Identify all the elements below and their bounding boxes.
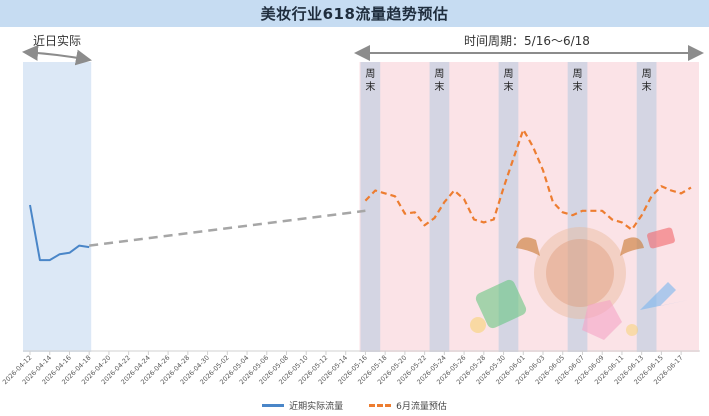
weekend-label: 周 bbox=[573, 68, 583, 80]
weekend-label: 末 bbox=[365, 80, 375, 93]
legend-label-forecast: 6月流量预估 bbox=[396, 401, 447, 412]
series-layer bbox=[29, 128, 692, 262]
weekend-band bbox=[429, 62, 450, 352]
legend-item-forecast: 6月流量预估 bbox=[369, 399, 447, 412]
actual-series-line bbox=[29, 204, 90, 262]
weekend-label: 周 bbox=[503, 68, 513, 80]
annotations-layer: 近日实际 时间周期：5/16～6/18 bbox=[22, 33, 704, 66]
weekend-label: 周 bbox=[642, 68, 652, 80]
weekend-label: 末 bbox=[642, 80, 652, 93]
weekend-band bbox=[498, 62, 519, 352]
weekend-label: 末 bbox=[503, 80, 513, 93]
weekend-label: 周 bbox=[365, 68, 375, 80]
weekend-label: 末 bbox=[573, 80, 583, 93]
period-label: 时间周期：5/16～6/18 bbox=[464, 34, 590, 48]
legend-swatch-forecast bbox=[369, 403, 392, 407]
legend-label-actual: 近期实际流量 bbox=[289, 401, 344, 412]
x-axis: 2026-04-122026-04-142026-04-162026-04-18… bbox=[1, 350, 700, 386]
page-title: 美妆行业618流量趋势预估 bbox=[260, 5, 449, 23]
bridge-line bbox=[89, 209, 366, 247]
weekend-band bbox=[567, 62, 588, 352]
weekend-label: 周 bbox=[434, 68, 444, 80]
legend-swatch-actual bbox=[262, 403, 285, 407]
legend-item-actual: 近期实际流量 bbox=[262, 399, 343, 412]
recent-band bbox=[23, 62, 92, 352]
legend: 近期实际流量 6月流量预估 bbox=[0, 397, 709, 413]
recent-label: 近日实际 bbox=[33, 33, 81, 48]
recent-arrow bbox=[22, 44, 92, 66]
weekend-band bbox=[360, 62, 381, 352]
promo-decoration bbox=[470, 227, 688, 340]
weekend-label: 末 bbox=[434, 80, 444, 93]
title-bar: 美妆行业618流量趋势预估 bbox=[0, 0, 709, 27]
forecast-series-line bbox=[364, 128, 692, 231]
